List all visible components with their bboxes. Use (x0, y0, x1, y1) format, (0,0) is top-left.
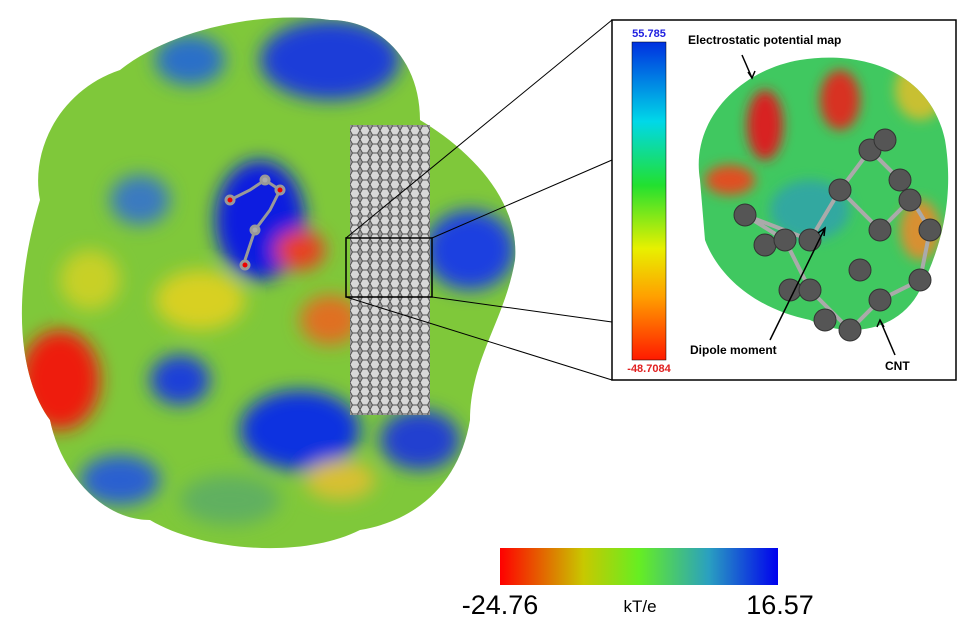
inset-colorbar (632, 42, 666, 360)
page: {"inset": {"scale_max": "55.785", "scale… (0, 0, 960, 619)
inset-scale-min: -48.7084 (627, 363, 671, 375)
cnt-label: CNT (885, 359, 910, 373)
nanotube (350, 125, 430, 415)
colorbar-unit: kT/e (623, 597, 656, 616)
figure: 55.785 -48.7084 Electrostatic potential … (0, 0, 960, 619)
map-label: Electrostatic potential map (688, 33, 841, 47)
inset-scale-max: 55.785 (632, 28, 666, 40)
protein-surface (0, 0, 540, 560)
colorbar (500, 548, 778, 585)
colorbar-max: 16.57 (746, 590, 814, 619)
dipole-label: Dipole moment (690, 343, 777, 357)
colorbar-min: -24.76 (462, 590, 539, 619)
